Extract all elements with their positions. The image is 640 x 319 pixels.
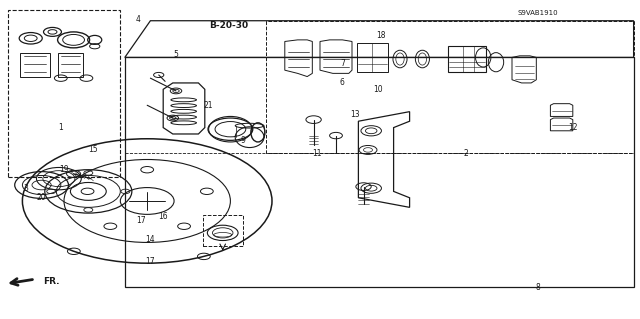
Text: S9VAB1910: S9VAB1910 — [517, 10, 558, 16]
Text: B-20-30: B-20-30 — [209, 21, 249, 30]
Text: 11: 11 — [312, 149, 321, 158]
Text: 4: 4 — [135, 15, 140, 24]
Text: 5: 5 — [173, 50, 179, 59]
Text: 12: 12 — [568, 123, 577, 132]
Text: 20: 20 — [36, 193, 47, 202]
Text: 6: 6 — [340, 78, 345, 87]
Text: 2: 2 — [463, 149, 468, 158]
Text: 1: 1 — [58, 123, 63, 132]
Text: 7: 7 — [340, 59, 345, 68]
Text: 15: 15 — [88, 145, 98, 154]
Text: 18: 18 — [376, 31, 385, 40]
Text: 8: 8 — [535, 283, 540, 292]
Text: 10: 10 — [372, 85, 383, 94]
Text: 3: 3 — [23, 184, 28, 193]
Text: 21: 21 — [204, 101, 212, 110]
Bar — [203, 215, 243, 246]
Text: 16: 16 — [158, 212, 168, 221]
Text: 17: 17 — [145, 257, 156, 266]
Text: 9: 9 — [241, 136, 246, 145]
Text: FR.: FR. — [44, 277, 60, 286]
Text: 14: 14 — [145, 235, 156, 244]
Bar — [8, 10, 120, 177]
Text: 17: 17 — [136, 216, 146, 225]
Bar — [357, 43, 388, 72]
Text: 13: 13 — [350, 110, 360, 119]
Bar — [448, 46, 486, 72]
Text: 19: 19 — [59, 165, 69, 174]
